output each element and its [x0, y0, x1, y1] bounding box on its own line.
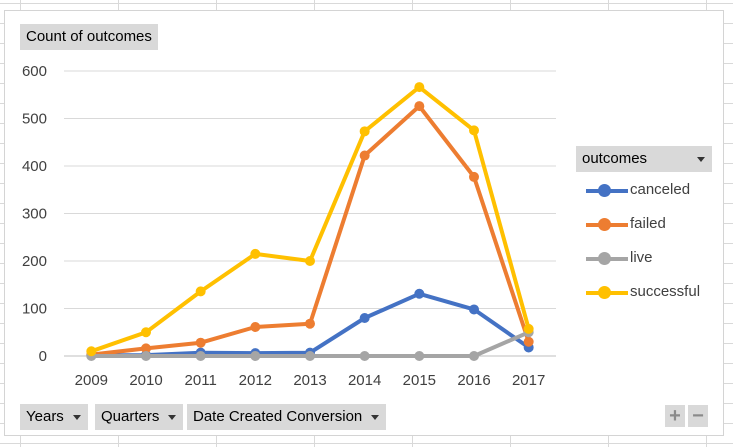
axis-field-quarters-dropdown[interactable]: Quarters: [95, 404, 184, 430]
legend-marker: [598, 286, 611, 299]
x-tick-label: 2015: [403, 372, 436, 389]
data-point-live: [414, 351, 425, 361]
data-point-successful: [305, 256, 315, 266]
data-point-successful: [469, 125, 479, 136]
data-point-canceled: [359, 313, 370, 323]
axis-field-years-dropdown[interactable]: Years: [20, 404, 88, 430]
x-tick-label: 2013: [293, 372, 326, 389]
legend-label: live: [630, 249, 653, 266]
legend-label: canceled: [630, 181, 691, 198]
legend-field-label: outcomes: [582, 150, 648, 167]
data-point-live: [469, 351, 479, 361]
y-tick-label: 300: [22, 206, 47, 223]
data-point-failed: [250, 322, 261, 333]
legend-label: failed: [630, 215, 666, 232]
chevron-down-icon: [371, 415, 380, 420]
data-point-canceled: [469, 304, 479, 315]
data-point-live: [141, 351, 151, 361]
x-tick-label: 2016: [457, 372, 490, 389]
y-tick-label: 100: [22, 301, 47, 318]
data-point-failed: [469, 171, 479, 182]
data-point-failed: [414, 101, 425, 112]
series-line-failed: [89, 104, 531, 357]
data-point-failed: [141, 343, 151, 354]
data-point-failed: [305, 318, 315, 329]
data-point-successful: [414, 82, 425, 93]
data-point-live: [195, 351, 206, 361]
chevron-down-icon: [72, 415, 81, 420]
y-tick-label: 400: [22, 158, 47, 175]
data-point-successful: [141, 327, 151, 338]
expand-field-button[interactable]: +: [665, 405, 685, 427]
y-tick-label: 600: [22, 63, 47, 80]
x-axis-ticks: 2009 2010 2011 2012 2013 2014 2015 2016 2017: [75, 372, 546, 389]
y-tick-label: 200: [22, 253, 47, 270]
data-point-failed: [195, 337, 206, 348]
axis-field-label: Years: [26, 408, 64, 425]
y-tick-label: 500: [22, 111, 47, 128]
value-field-button[interactable]: Count of outcomes: [20, 24, 158, 50]
x-tick-label: 2012: [239, 372, 272, 389]
y-tick-label: 0: [39, 348, 47, 365]
x-tick-label: 2017: [512, 372, 545, 389]
y-axis-ticks: 0 100 200 300 400 500 600: [22, 63, 47, 365]
data-point-live: [359, 351, 370, 361]
data-point-failed: [359, 150, 370, 161]
data-point-successful: [523, 323, 534, 334]
x-tick-label: 2009: [75, 372, 108, 389]
legend-field-dropdown[interactable]: outcomes: [576, 146, 712, 172]
chevron-down-icon: [168, 415, 177, 420]
data-point-live: [305, 351, 315, 361]
chevron-down-icon: [697, 157, 705, 162]
legend-marker: [598, 252, 611, 265]
series-line-successful: [89, 85, 531, 354]
data-point-canceled: [414, 288, 425, 299]
value-field-label: Count of outcomes: [26, 28, 152, 45]
data-point-failed: [523, 336, 534, 347]
axis-field-label: Date Created Conversion: [193, 408, 363, 425]
legend-label: successful: [630, 283, 701, 300]
legend-marker: [598, 184, 611, 197]
axis-field-date-created-dropdown[interactable]: Date Created Conversion: [187, 404, 387, 430]
axis-field-label: Quarters: [101, 408, 160, 425]
x-tick-label: 2014: [348, 372, 381, 389]
data-point-live: [250, 351, 261, 361]
data-point-successful: [250, 248, 261, 259]
data-point-successful: [86, 346, 97, 357]
data-point-successful: [359, 126, 370, 137]
series-lines: [86, 82, 534, 361]
collapse-field-button[interactable]: −: [688, 405, 708, 427]
data-point-successful: [195, 286, 206, 297]
legend-marker: [598, 218, 611, 231]
x-tick-label: 2010: [129, 372, 162, 389]
x-tick-label: 2011: [185, 372, 217, 389]
